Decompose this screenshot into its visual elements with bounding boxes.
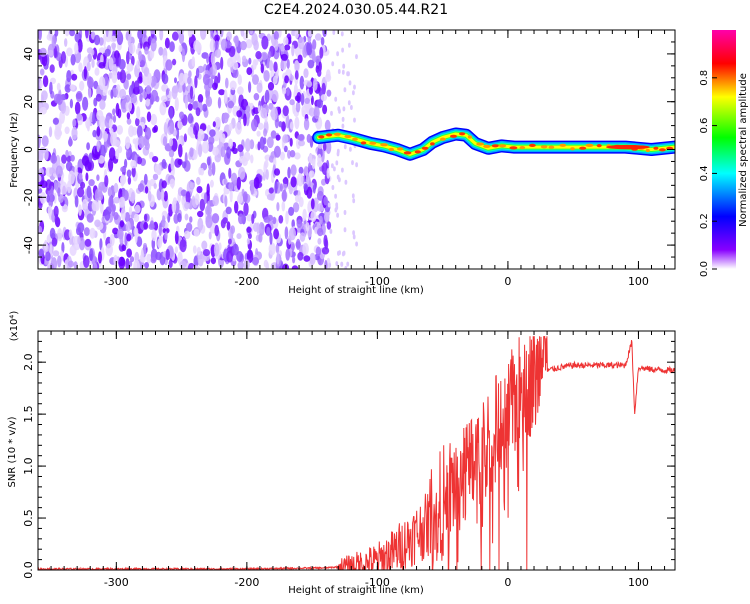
signal-hotspot [579,146,587,150]
y-tick-label: -40 [22,236,35,254]
signal-hotspot [459,132,466,136]
signal-hotspot [318,135,325,139]
signal-hotspot [483,144,491,148]
signal-hotspot [491,144,499,148]
signal-hotspot [450,134,457,138]
colorbar: 0.0 0.2 0.4 0.6 0.8 Normalized spectral ampl… [699,30,749,277]
signal-hotspot [414,150,421,154]
snr-plot-area [38,331,675,570]
signal-hotspot [559,143,567,147]
colorbar-label: Normalized spectral amplitude [738,73,749,227]
colorbar-tick-label: 0.4 [699,165,710,181]
y-tick-label: 0 [22,146,35,153]
signal-track [312,127,675,161]
signal-hotspot [369,141,377,145]
snr-ticks: -300 -200 -100 0 100 0.0 0.5 1.0 1.5 2.0 [22,331,675,589]
colorbar-tick-label: 0.2 [699,213,710,229]
x-tick-label: 100 [628,576,649,589]
signal-hotspot [509,146,518,150]
signal-hotspot [653,146,659,150]
x-tick-label: -100 [365,275,390,288]
x-tick-label: -100 [365,576,390,589]
signal-hotspot [476,142,484,146]
signal-hotspot [430,142,435,146]
y-tick-label: 40 [22,47,35,61]
x-tick-label: -200 [234,576,259,589]
signal-hotspot [645,148,650,153]
signal-hotspot [388,147,395,152]
colorbar-tick-label: 0.8 [699,70,710,86]
chart-title: C2E4.2024.030.05.44.R21 [264,2,448,18]
y-tick-label: 1.0 [22,457,35,475]
snr-panel: -300 -200 -100 0 100 0.0 0.5 1.0 1.5 2.0 Height o… [7,311,676,596]
signal-hotspot [498,144,507,148]
colorbar-tick-label: 0.6 [699,118,710,134]
signal-hotspot [403,151,412,155]
colorbar-gradient [712,30,736,269]
y-tick-label: 0.5 [22,509,35,527]
signal-hotspot [540,145,548,149]
spectrogram-ylabel: Frequency (Hz) [9,112,20,188]
signal-hotspot [421,146,429,150]
signal-hotspot [440,137,446,141]
signal-hotspot [519,146,526,150]
x-tick-label: -300 [104,576,129,589]
signal-hotspot [659,148,666,152]
signal-hotspot [380,143,388,147]
signal-hotspot [596,144,602,148]
x-tick-label: 0 [504,275,511,288]
signal-hotspot [467,135,472,139]
x-tick-label: 0 [504,576,511,589]
x-tick-label: -200 [234,275,259,288]
signal-peak-band [606,144,650,150]
signal-hotspot [548,145,555,149]
noise-region [38,30,358,269]
signal-hotspot [344,134,352,139]
y-tick-label: -20 [22,188,35,206]
snr-frame [37,330,676,571]
signal-hotspot [333,132,341,136]
y-tick-label: 0.0 [22,561,35,579]
snr-series-line [38,335,675,570]
y-tick-label: 2.0 [22,353,35,371]
signal-hotspot [585,143,594,147]
signal-hotspot [529,143,536,147]
signal-hotspot [325,133,333,137]
y-tick-label: 20 [22,95,35,109]
x-tick-label: 100 [628,275,649,288]
signal-hotspot [360,141,367,145]
signal-hotspot [397,147,404,151]
signal-hotspot [352,137,358,141]
snr-scale-label: (x10⁴) [9,311,20,342]
spectrogram-xlabel: Height of straight line (km) [288,285,424,296]
colorbar-tick-label: 0.0 [699,261,710,277]
snr-xlabel: Height of straight line (km) [288,585,424,596]
snr-ylabel: SNR (10 * v/v) [7,416,18,487]
colorbar-ticks: 0.0 0.2 0.4 0.6 0.8 [699,70,717,277]
y-tick-label: 1.5 [22,405,35,423]
x-tick-label: -300 [104,275,129,288]
signal-hotspot [570,147,575,151]
